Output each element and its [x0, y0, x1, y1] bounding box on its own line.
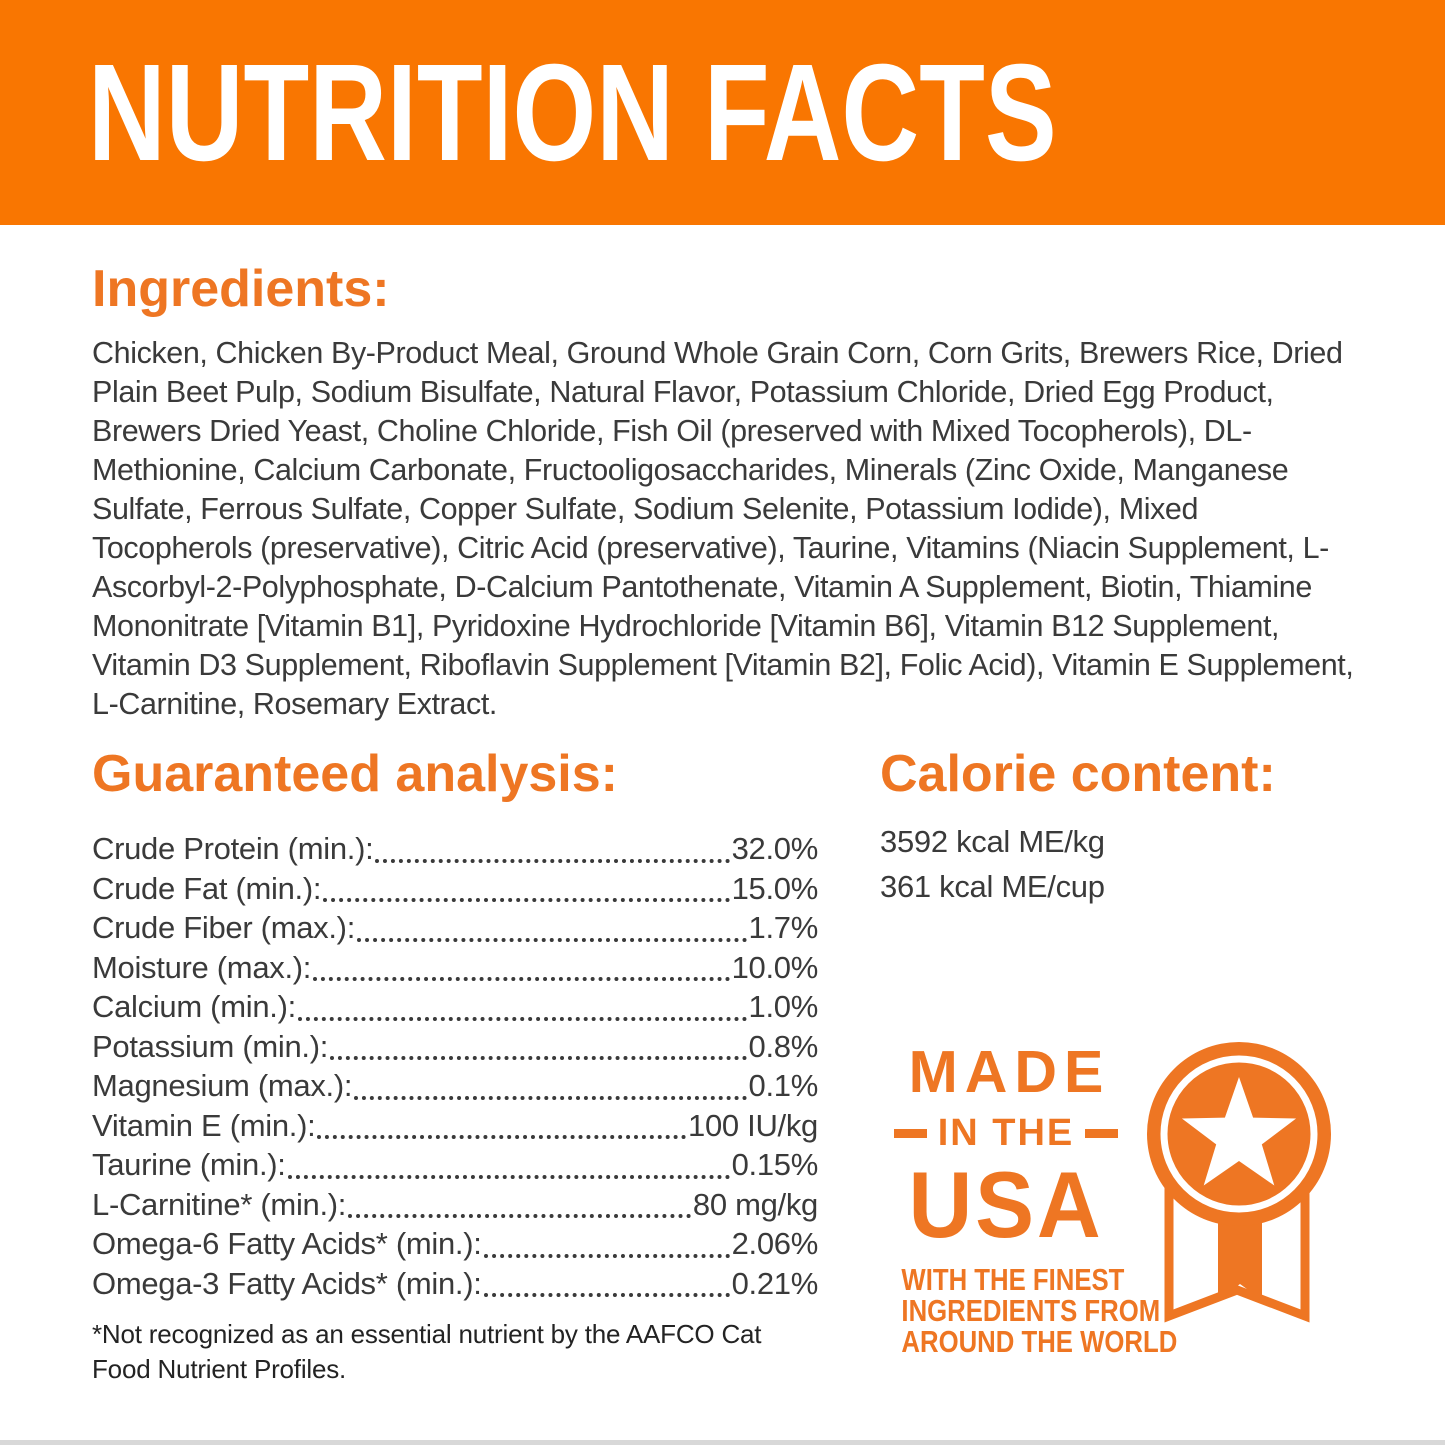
made-in-usa-text: MADE IN THE USA WITH THE FINEST INGREDIE…	[880, 1039, 1178, 1359]
in-the-row: IN THE	[880, 1114, 1132, 1152]
row-value: 2.06%	[731, 1226, 819, 1262]
bottom-edge-divider	[0, 1440, 1445, 1445]
star-ribbon-badge-icon	[1147, 1042, 1331, 1323]
row-label: Magnesium (max.):	[92, 1068, 353, 1104]
row-value: 15.0%	[731, 870, 819, 906]
made-label: MADE	[908, 1039, 1111, 1106]
row-value: 10.0%	[731, 949, 819, 985]
guaranteed-analysis-section: Guaranteed analysis: Crude Protein (min.…	[92, 745, 818, 1387]
dotted-leader	[313, 948, 730, 982]
row-label: Omega-6 Fatty Acids* (min.):	[92, 1226, 482, 1262]
in-the-label: IN THE	[937, 1112, 1075, 1155]
calorie-cup-value: 361 kcal ME/cup	[880, 869, 1105, 905]
guaranteed-analysis-heading: Guaranteed analysis:	[92, 745, 618, 804]
aafco-footnote: *Not recognized as an essential nutrient…	[92, 1319, 762, 1385]
row-value: 1.7%	[748, 910, 819, 946]
calorie-content-heading: Calorie content:	[880, 745, 1276, 804]
tagline-line: INGREDIENTS FROM	[901, 1292, 1161, 1328]
row-value: 80 mg/kg	[692, 1186, 818, 1222]
dotted-leader	[354, 1066, 747, 1100]
dotted-leader	[357, 908, 747, 942]
tagline-line: AROUND THE WORLD	[901, 1323, 1178, 1359]
dotted-leader	[287, 1145, 730, 1179]
table-row: Moisture (max.): 10.0%	[92, 948, 818, 988]
row-label: Taurine (min.):	[92, 1147, 286, 1183]
table-row: Crude Fiber (max.): 1.7%	[92, 908, 818, 948]
row-value: 0.1%	[748, 1068, 819, 1104]
row-label: Omega-3 Fatty Acids* (min.):	[92, 1265, 482, 1301]
row-value: 0.21%	[731, 1265, 819, 1301]
table-row: Vitamin E (min.): 100 IU/kg	[92, 1106, 818, 1146]
dotted-leader	[330, 1027, 747, 1061]
table-row: Crude Fat (min.): 15.0%	[92, 869, 818, 909]
columns: Guaranteed analysis: Crude Protein (min.…	[92, 745, 1357, 1387]
row-label: Vitamin E (min.):	[92, 1107, 316, 1143]
row-label: Crude Fat (min.):	[92, 870, 322, 906]
row-label: Moisture (max.):	[92, 949, 312, 985]
calorie-content-section: Calorie content: 3592 kcal ME/kg 361 kca…	[880, 745, 1357, 1387]
tagline-line: WITH THE FINEST	[901, 1261, 1125, 1297]
dotted-leader	[483, 1264, 730, 1298]
dotted-leader	[297, 987, 747, 1021]
row-value: 100 IU/kg	[688, 1107, 818, 1143]
row-label: Calcium (min.):	[92, 989, 296, 1025]
calorie-kg-value: 3592 kcal ME/kg	[880, 824, 1105, 860]
dotted-leader	[348, 1185, 691, 1219]
ingredients-heading: Ingredients:	[92, 260, 390, 318]
banner: NUTRITION FACTS	[0, 0, 1445, 225]
row-value: 1.0%	[748, 989, 819, 1025]
table-row: Omega-6 Fatty Acids* (min.): 2.06%	[92, 1224, 818, 1264]
table-row: Magnesium (max.): 0.1%	[92, 1066, 818, 1106]
calorie-values: 3592 kcal ME/kg 361 kcal ME/cup	[880, 819, 1357, 909]
dash-right-decoration	[1085, 1128, 1119, 1138]
page-title: NUTRITION FACTS	[88, 35, 1057, 190]
guaranteed-analysis-table: Crude Protein (min.): 32.0% Crude Fat (m…	[92, 829, 818, 1303]
table-row: Potassium (min.): 0.8%	[92, 1027, 818, 1067]
row-value: 0.15%	[731, 1147, 819, 1183]
row-label: Potassium (min.):	[92, 1028, 329, 1064]
dash-left-decoration	[893, 1128, 927, 1138]
row-label: L-Carnitine* (min.):	[92, 1186, 347, 1222]
row-label: Crude Fiber (max.):	[92, 910, 356, 946]
table-row: Taurine (min.): 0.15%	[92, 1145, 818, 1185]
table-row: Calcium (min.): 1.0%	[92, 987, 818, 1027]
finest-ingredients-tagline: WITH THE FINEST INGREDIENTS FROM AROUND …	[880, 1261, 1178, 1359]
table-row: Omega-3 Fatty Acids* (min.): 0.21%	[92, 1264, 818, 1304]
dotted-leader	[317, 1106, 686, 1140]
row-value: 32.0%	[731, 831, 819, 867]
ingredients-text: Chicken, Chicken By-Product Meal, Ground…	[92, 336, 1354, 722]
usa-label: USA	[908, 1152, 1104, 1258]
made-in-usa-block: MADE IN THE USA WITH THE FINEST INGREDIE…	[880, 1039, 1357, 1359]
dotted-leader	[375, 829, 730, 863]
row-value: 0.8%	[748, 1028, 819, 1064]
row-label: Crude Protein (min.):	[92, 831, 374, 867]
table-row: Crude Protein (min.): 32.0%	[92, 829, 818, 869]
dotted-leader	[323, 869, 730, 903]
label-content: Ingredients: Chicken, Chicken By-Product…	[0, 260, 1445, 1387]
dotted-leader	[483, 1224, 730, 1258]
table-row: L-Carnitine* (min.): 80 mg/kg	[92, 1185, 818, 1225]
